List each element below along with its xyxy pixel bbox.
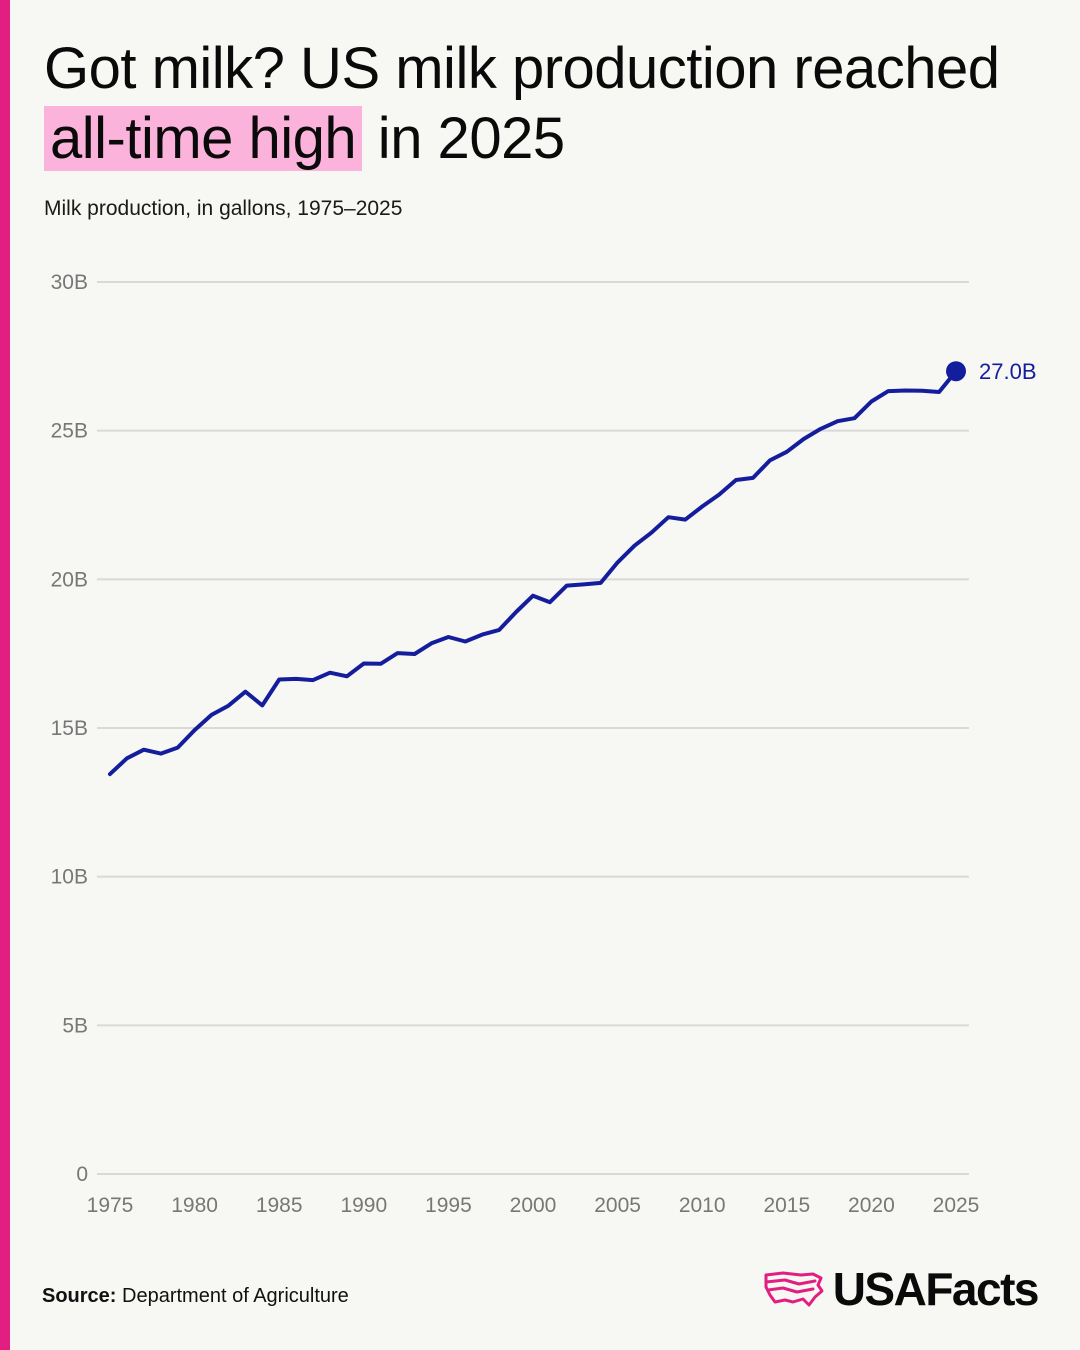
- logo-text: USAFacts: [832, 1263, 1040, 1315]
- x-tick-label: 1985: [256, 1194, 303, 1217]
- title-text-end: in 2025: [362, 106, 565, 171]
- x-tick-label: 2025: [933, 1194, 980, 1217]
- line-chart: 0 5B 10B 15B 20B 25B 30B 1975 1980 1985 1990 1995 2…: [51, 271, 1037, 1217]
- source-note: Source: Department of Agriculture: [42, 1285, 349, 1308]
- x-tick-label: 1995: [425, 1194, 472, 1217]
- x-tick-label: 2015: [763, 1194, 810, 1217]
- y-tick-label: 10B: [51, 866, 88, 889]
- x-tick-label: 1980: [171, 1194, 218, 1217]
- y-tick-label: 15B: [51, 717, 88, 740]
- series-line-milk-production: [108, 369, 958, 777]
- title-text-start: Got milk? US milk production reached: [44, 36, 1000, 101]
- grid-lines: [97, 281, 969, 1175]
- y-tick-label: 30B: [51, 271, 88, 294]
- x-tick-label: 2000: [510, 1194, 557, 1217]
- x-tick-label: 1990: [340, 1194, 387, 1217]
- x-tick-label: 1975: [87, 1194, 134, 1217]
- x-tick-label: 2010: [679, 1194, 726, 1217]
- source-label: Source:: [42, 1285, 117, 1307]
- series-layer: 27.0B: [108, 359, 1037, 777]
- usa-map-icon: [764, 1271, 824, 1307]
- source-text: Department of Agriculture: [116, 1285, 349, 1307]
- x-tick-label: 2020: [848, 1194, 895, 1217]
- end-point-marker: [946, 361, 966, 382]
- usafacts-logo: USAFacts: [763, 1262, 1040, 1316]
- y-tick-label: 5B: [62, 1014, 88, 1037]
- x-tick-label: 2005: [594, 1194, 641, 1217]
- x-axis-ticks: 1975 1980 1985 1990 1995 2000 2005 2010 2015 2020…: [87, 1194, 980, 1217]
- y-tick-label: 0: [76, 1163, 88, 1186]
- accent-bar: [0, 0, 10, 1350]
- chart-subtitle: Milk production, in gallons, 1975–2025: [44, 197, 403, 220]
- end-point-label: 27.0B: [979, 359, 1037, 384]
- y-tick-label: 25B: [51, 420, 88, 443]
- y-axis-ticks: 0 5B 10B 15B 20B 25B 30B: [51, 271, 88, 1186]
- y-tick-label: 20B: [51, 568, 88, 591]
- title-highlight: all-time high: [44, 106, 363, 171]
- page-title: Got milk? US milk production reached all…: [44, 34, 1044, 174]
